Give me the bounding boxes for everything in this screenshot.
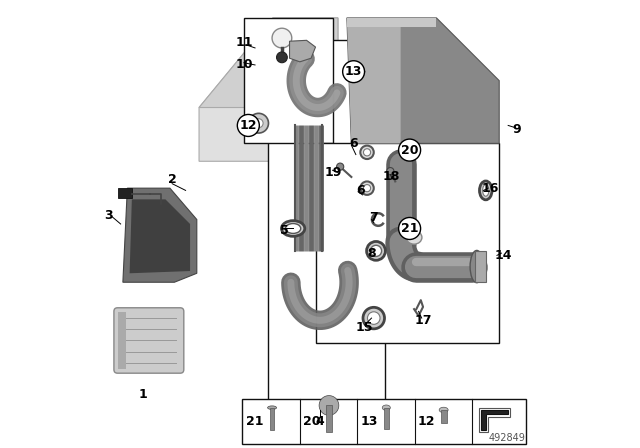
Ellipse shape xyxy=(367,312,380,324)
Text: 6: 6 xyxy=(349,137,358,150)
Ellipse shape xyxy=(371,246,381,256)
Text: 3: 3 xyxy=(104,208,113,222)
Text: 17: 17 xyxy=(414,314,432,327)
Bar xyxy=(118,188,132,198)
Bar xyxy=(326,405,332,432)
Text: 9: 9 xyxy=(513,123,522,137)
Text: 13: 13 xyxy=(360,414,378,428)
Text: 4: 4 xyxy=(316,414,324,428)
Polygon shape xyxy=(289,40,316,62)
Text: 12: 12 xyxy=(239,119,257,132)
Text: 8: 8 xyxy=(367,246,376,260)
Ellipse shape xyxy=(364,185,371,192)
Ellipse shape xyxy=(439,407,448,413)
Ellipse shape xyxy=(285,224,301,233)
Text: 1: 1 xyxy=(139,388,147,401)
Circle shape xyxy=(319,396,339,415)
Bar xyxy=(244,18,333,143)
Polygon shape xyxy=(129,199,190,273)
Text: 21: 21 xyxy=(401,222,419,235)
Bar xyxy=(316,143,499,343)
Circle shape xyxy=(272,28,292,48)
Text: 2: 2 xyxy=(168,172,177,186)
Polygon shape xyxy=(199,18,338,108)
Bar xyxy=(474,251,486,282)
Polygon shape xyxy=(347,18,436,27)
Bar xyxy=(118,312,127,369)
Circle shape xyxy=(254,119,263,128)
Ellipse shape xyxy=(470,250,484,283)
Text: 19: 19 xyxy=(324,166,342,179)
Ellipse shape xyxy=(367,241,385,260)
Bar xyxy=(269,40,385,410)
Ellipse shape xyxy=(483,185,489,196)
Text: 10: 10 xyxy=(235,58,253,72)
Ellipse shape xyxy=(363,307,385,329)
Polygon shape xyxy=(123,188,196,282)
Text: 18: 18 xyxy=(383,170,401,184)
Polygon shape xyxy=(481,410,508,430)
Text: 6: 6 xyxy=(356,184,365,197)
Text: 492849: 492849 xyxy=(488,433,525,443)
Circle shape xyxy=(387,168,394,175)
Polygon shape xyxy=(199,18,338,161)
Bar xyxy=(270,408,275,430)
Text: 5: 5 xyxy=(280,224,289,237)
Ellipse shape xyxy=(360,181,374,195)
Circle shape xyxy=(337,163,344,170)
Text: 7: 7 xyxy=(369,211,378,224)
Circle shape xyxy=(276,52,287,63)
Text: 15: 15 xyxy=(356,320,374,334)
Ellipse shape xyxy=(268,406,276,409)
Circle shape xyxy=(249,113,269,133)
Ellipse shape xyxy=(282,221,305,237)
Ellipse shape xyxy=(406,231,422,244)
Text: 14: 14 xyxy=(495,249,513,262)
Ellipse shape xyxy=(479,181,492,200)
Ellipse shape xyxy=(360,146,374,159)
Bar xyxy=(241,399,526,444)
Polygon shape xyxy=(347,18,401,143)
Bar xyxy=(384,408,388,429)
Text: 20: 20 xyxy=(401,143,419,157)
Polygon shape xyxy=(347,18,499,143)
Text: 20: 20 xyxy=(303,414,321,428)
Text: 16: 16 xyxy=(481,181,499,195)
Ellipse shape xyxy=(382,405,390,410)
Text: 13: 13 xyxy=(345,65,362,78)
Text: 21: 21 xyxy=(246,414,263,428)
Ellipse shape xyxy=(364,149,371,156)
FancyBboxPatch shape xyxy=(114,308,184,373)
Text: 11: 11 xyxy=(235,36,253,49)
Text: 12: 12 xyxy=(418,414,435,428)
Bar xyxy=(440,410,447,423)
